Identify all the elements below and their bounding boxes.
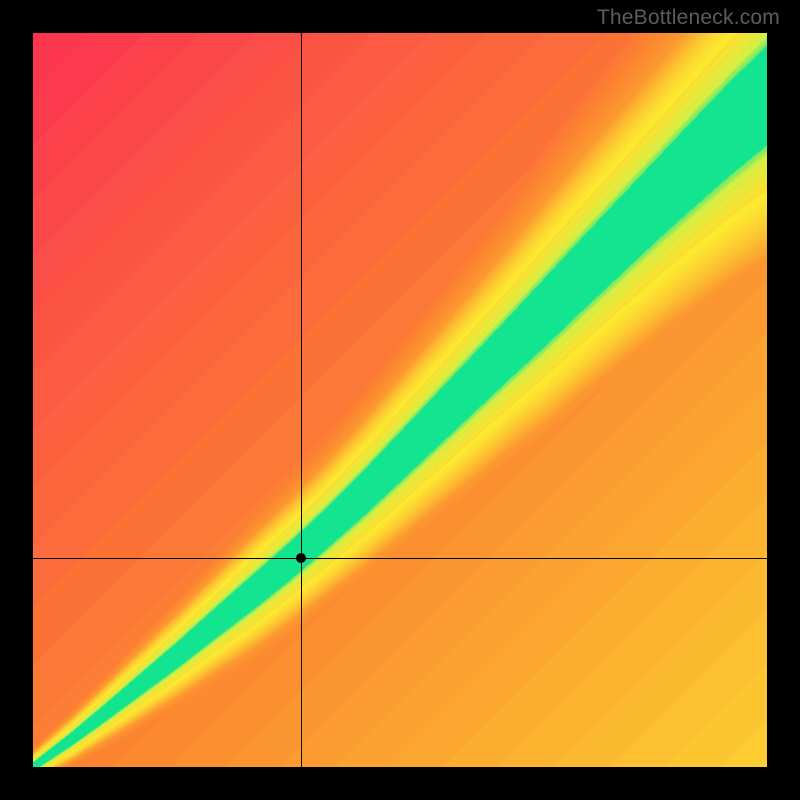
crosshair-vertical	[301, 33, 302, 767]
crosshair-horizontal	[33, 558, 767, 559]
bottleneck-heatmap	[33, 33, 767, 767]
selection-marker	[296, 553, 306, 563]
plot-area	[33, 33, 767, 767]
watermark-text: TheBottleneck.com	[597, 6, 780, 30]
